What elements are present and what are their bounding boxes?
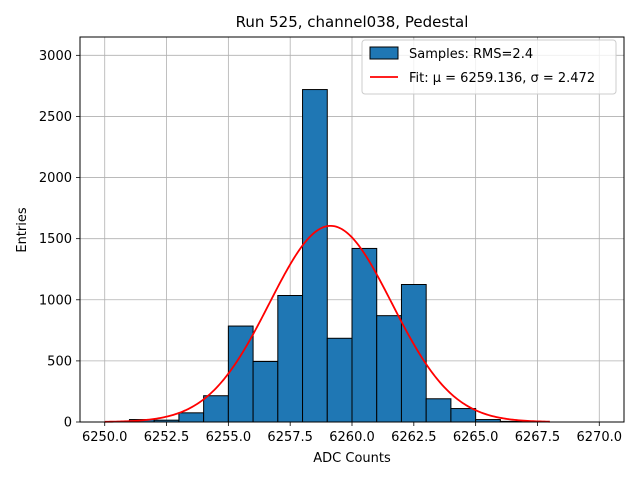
legend-histogram-swatch — [369, 46, 399, 60]
y-ticks: 0 500 1000 1500 2000 2500 3000 — [39, 49, 80, 431]
histogram-bar — [252, 361, 279, 423]
x-tick-label: 6257.5 — [267, 430, 313, 445]
y-tick-label: 1000 — [39, 293, 72, 308]
fit-curve — [104, 224, 550, 423]
histogram-bar — [425, 398, 452, 423]
y-tick-label: 0 — [64, 416, 72, 431]
x-tick-label: 6267.5 — [515, 430, 561, 445]
y-axis-label: Entries — [15, 207, 30, 253]
x-ticks: 6250.0 6252.5 6255.0 6257.5 6260.0 6262.5 6265… — [82, 422, 622, 445]
y-tick-label: 1500 — [39, 232, 72, 247]
histogram-bar — [400, 284, 427, 423]
legend-fit-label: Fit: μ = 6259.136, σ = 2.472 — [409, 71, 595, 86]
histogram-bar — [326, 337, 353, 423]
fit-layer — [104, 224, 550, 423]
x-axis-label: ADC Counts — [313, 451, 391, 466]
chart-title: Run 525, channel038, Pedestal — [236, 13, 469, 31]
legend: Samples: RMS=2.4 Fit: μ = 6259.136, σ = … — [361, 39, 617, 95]
x-tick-label: 6260.0 — [329, 430, 375, 445]
histogram-bar — [178, 412, 205, 423]
histogram-bar — [450, 408, 477, 423]
histogram-bar — [376, 315, 402, 423]
y-tick-label: 2500 — [39, 110, 72, 125]
y-tick-label: 500 — [47, 354, 72, 369]
histogram-bar — [351, 247, 378, 423]
y-tick-label: 3000 — [39, 49, 72, 64]
x-tick-label: 6255.0 — [206, 430, 252, 445]
y-tick-label: 2000 — [39, 171, 72, 186]
histogram-bar — [277, 295, 304, 423]
legend-histogram-label: Samples: RMS=2.4 — [409, 47, 533, 62]
x-tick-label: 6270.0 — [577, 430, 623, 445]
histogram-bar — [302, 89, 328, 423]
legend-box — [361, 39, 617, 95]
x-tick-label: 6265.0 — [453, 430, 499, 445]
x-tick-label: 6262.5 — [391, 430, 437, 445]
x-tick-label: 6252.5 — [144, 430, 190, 445]
histogram-bar — [203, 395, 229, 423]
x-tick-label: 6250.0 — [82, 430, 128, 445]
